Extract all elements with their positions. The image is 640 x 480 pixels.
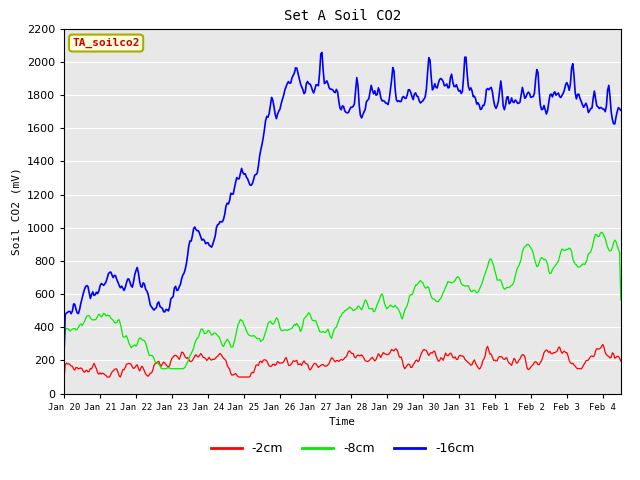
-2cm	[197, 351, 205, 357]
-16cm	[60, 352, 68, 358]
-2cm	[599, 341, 607, 347]
Line: -2cm: -2cm	[64, 344, 621, 380]
-16cm	[318, 49, 326, 55]
-2cm	[99, 370, 106, 376]
-8cm	[573, 264, 581, 270]
Legend: -2cm, -8cm, -16cm: -2cm, -8cm, -16cm	[205, 437, 479, 460]
-8cm	[159, 366, 166, 372]
-16cm	[77, 300, 84, 306]
-8cm	[180, 365, 188, 371]
-8cm	[460, 283, 467, 288]
X-axis label: Time: Time	[329, 417, 356, 427]
-2cm	[573, 365, 580, 371]
-8cm	[617, 297, 625, 303]
Title: Set A Soil CO2: Set A Soil CO2	[284, 10, 401, 24]
-2cm	[179, 349, 187, 355]
Y-axis label: Soil CO2 (mV): Soil CO2 (mV)	[11, 168, 21, 255]
-8cm	[60, 350, 68, 356]
-16cm	[179, 272, 187, 278]
Text: TA_soilco2: TA_soilco2	[72, 38, 140, 48]
-16cm	[573, 91, 581, 97]
-2cm	[77, 365, 84, 371]
-8cm	[99, 313, 106, 319]
-16cm	[197, 234, 205, 240]
-2cm	[458, 353, 466, 359]
-2cm	[60, 377, 68, 383]
Line: -8cm: -8cm	[64, 232, 621, 369]
-16cm	[617, 108, 625, 113]
-2cm	[617, 358, 625, 364]
-8cm	[77, 321, 84, 327]
-16cm	[460, 74, 467, 80]
Line: -16cm: -16cm	[64, 52, 621, 355]
-8cm	[198, 326, 206, 332]
-8cm	[598, 229, 605, 235]
-16cm	[99, 281, 106, 287]
